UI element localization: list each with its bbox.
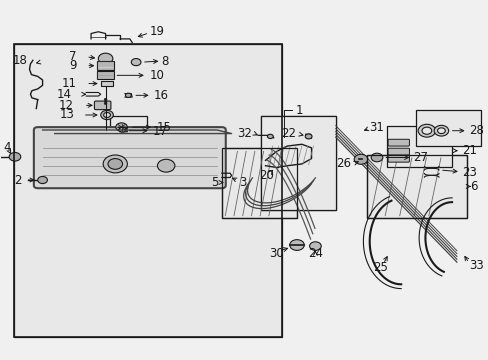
Circle shape <box>267 134 273 139</box>
Text: 27: 27 <box>412 151 427 164</box>
Bar <box>386 126 451 167</box>
Text: 9: 9 <box>69 59 76 72</box>
Circle shape <box>101 111 113 120</box>
Circle shape <box>157 159 175 172</box>
Circle shape <box>103 112 110 117</box>
Text: 28: 28 <box>468 124 483 137</box>
Text: 24: 24 <box>307 247 322 260</box>
FancyBboxPatch shape <box>387 148 408 155</box>
Text: 31: 31 <box>368 121 383 134</box>
Text: 3: 3 <box>238 176 246 189</box>
Text: 1: 1 <box>295 104 303 117</box>
Text: 4: 4 <box>4 141 11 154</box>
FancyBboxPatch shape <box>94 101 111 110</box>
Text: 32: 32 <box>237 127 252 140</box>
Text: 20: 20 <box>259 169 274 182</box>
Circle shape <box>38 176 47 184</box>
Circle shape <box>103 155 127 173</box>
Text: 33: 33 <box>468 259 483 272</box>
Text: 15: 15 <box>156 121 171 134</box>
Text: 14: 14 <box>57 88 72 101</box>
Bar <box>110 116 146 139</box>
Bar <box>366 155 466 217</box>
Text: 13: 13 <box>59 108 74 121</box>
Bar <box>14 44 282 337</box>
Circle shape <box>119 127 126 132</box>
Circle shape <box>305 134 311 139</box>
Text: 12: 12 <box>59 99 74 112</box>
Circle shape <box>417 124 435 137</box>
Circle shape <box>289 240 304 250</box>
Circle shape <box>108 158 122 169</box>
Bar <box>222 148 296 217</box>
Circle shape <box>104 100 107 103</box>
Text: 18: 18 <box>13 54 28 67</box>
FancyBboxPatch shape <box>387 156 408 162</box>
Text: 7: 7 <box>69 50 76 63</box>
Circle shape <box>437 128 445 134</box>
Circle shape <box>116 123 127 131</box>
Circle shape <box>353 154 367 164</box>
Circle shape <box>9 153 20 161</box>
Bar <box>366 155 466 217</box>
Text: 10: 10 <box>149 69 164 82</box>
Bar <box>101 81 113 86</box>
Bar <box>14 44 282 337</box>
Circle shape <box>104 103 107 105</box>
Bar <box>97 71 114 79</box>
Circle shape <box>131 59 141 66</box>
Circle shape <box>98 53 113 64</box>
Text: 23: 23 <box>461 166 476 179</box>
Circle shape <box>125 93 131 98</box>
Text: 21: 21 <box>461 144 476 157</box>
Text: 19: 19 <box>149 25 164 38</box>
Text: 26: 26 <box>336 157 350 170</box>
Text: 17: 17 <box>152 125 167 138</box>
FancyBboxPatch shape <box>387 139 408 146</box>
Circle shape <box>309 242 321 250</box>
Bar <box>260 116 335 210</box>
Text: 22: 22 <box>281 127 295 140</box>
Circle shape <box>421 127 431 134</box>
FancyBboxPatch shape <box>34 127 225 188</box>
Circle shape <box>104 98 107 100</box>
Text: 8: 8 <box>161 55 168 68</box>
Bar <box>222 148 296 217</box>
Text: 5: 5 <box>211 176 218 189</box>
Text: 30: 30 <box>269 247 284 260</box>
Circle shape <box>370 153 382 162</box>
Text: 25: 25 <box>372 261 387 274</box>
Bar <box>260 116 335 210</box>
Bar <box>415 111 480 146</box>
Bar <box>97 61 114 70</box>
Text: 11: 11 <box>61 77 76 90</box>
Circle shape <box>433 125 448 136</box>
Text: 2: 2 <box>14 174 21 186</box>
Text: 16: 16 <box>154 89 169 102</box>
Text: 6: 6 <box>469 180 477 193</box>
